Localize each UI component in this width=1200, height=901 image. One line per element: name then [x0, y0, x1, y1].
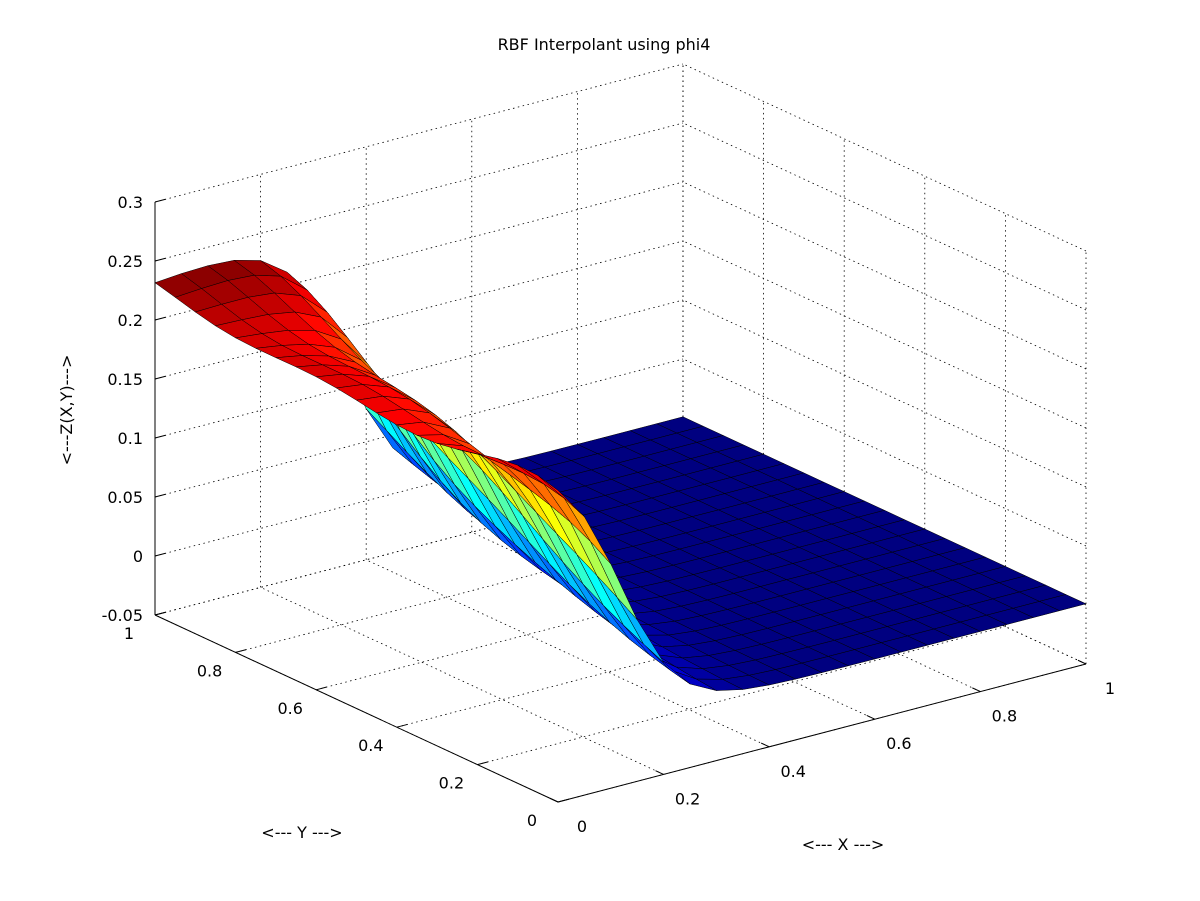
- y-tick-label: 0.8: [197, 661, 222, 680]
- grid-line: [154, 358, 684, 498]
- grid-line: [477, 626, 1006, 765]
- z-tick-label: 0.15: [107, 370, 143, 389]
- tick-labels: 00.20.40.60.8100.20.40.60.81-0.0500.050.…: [102, 193, 1116, 836]
- z-axis-label: <---Z(X,Y)--->: [57, 355, 76, 466]
- grid-line: [260, 587, 664, 775]
- z-tick-label: 0.2: [118, 311, 143, 330]
- grid-line: [682, 358, 1087, 547]
- y-tick-mark: [235, 649, 247, 653]
- z-tick-label: 0.05: [107, 488, 143, 507]
- grid-line: [154, 240, 684, 380]
- z-tick-mark: [154, 257, 166, 262]
- z-tick-mark: [154, 493, 166, 498]
- y-tick-mark: [316, 686, 327, 691]
- y-axis-label: <--- Y --->: [261, 823, 342, 842]
- z-tick-label: -0.05: [102, 606, 143, 625]
- z-tick-label: 0.25: [107, 252, 143, 271]
- x-axis-line: [557, 663, 1087, 803]
- grid-line: [682, 122, 1087, 311]
- y-tick-label: 0: [527, 811, 537, 830]
- y-tick-mark: [477, 761, 489, 766]
- grid-line: [154, 122, 684, 262]
- grid-line: [366, 559, 770, 748]
- z-tick-label: 0: [133, 547, 143, 566]
- grid-line: [682, 240, 1087, 429]
- x-tick-mark: [760, 742, 770, 748]
- grid-line: [154, 63, 684, 203]
- x-tick-mark: [549, 797, 559, 803]
- y-tick-mark: [396, 723, 408, 728]
- x-axis-label: <--- X --->: [802, 835, 885, 854]
- grid-line: [316, 551, 845, 691]
- grid-line: [235, 514, 764, 653]
- grid-line: [682, 63, 1087, 252]
- surface: [154, 260, 1087, 691]
- chart-title: RBF Interpolant using phi4: [498, 35, 711, 54]
- grid-line: [154, 417, 684, 557]
- x-tick-mark: [866, 715, 876, 720]
- x-tick-label: 0.4: [780, 762, 805, 781]
- grid-line: [396, 588, 925, 728]
- x-tick-mark: [972, 687, 981, 693]
- y-tick-label: 1: [124, 624, 134, 643]
- x-tick-label: 0: [577, 817, 587, 836]
- y-tick-mark: [557, 798, 569, 803]
- x-tick-label: 1: [1105, 679, 1115, 698]
- surface-patch: [537, 475, 585, 517]
- z-tick-mark: [154, 434, 166, 439]
- z-tick-mark: [154, 552, 166, 557]
- z-tick-mark: [154, 316, 166, 321]
- y-tick-label: 0.6: [277, 699, 302, 718]
- x-tick-mark: [655, 770, 664, 775]
- axes: [154, 198, 1087, 803]
- grid-line: [154, 476, 684, 616]
- z-tick-label: 0.1: [118, 429, 143, 448]
- grid-line: [154, 299, 684, 439]
- z-tick-mark: [154, 198, 166, 203]
- grid-line: [682, 181, 1087, 370]
- x-tick-mark: [1077, 659, 1087, 665]
- x-tick-label: 0.2: [675, 789, 700, 808]
- z-tick-mark: [154, 611, 166, 616]
- z-tick-label: 0.3: [118, 193, 143, 212]
- x-tick-label: 0.6: [886, 734, 911, 753]
- grid-line: [682, 299, 1087, 488]
- z-tick-mark: [154, 375, 166, 380]
- x-tick-label: 0.8: [992, 707, 1017, 726]
- y-tick-label: 0.2: [439, 774, 464, 793]
- y-tick-label: 0.4: [358, 736, 383, 755]
- y-axis-line: [154, 614, 559, 803]
